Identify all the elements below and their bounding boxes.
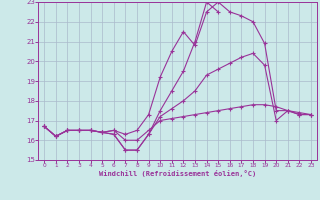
X-axis label: Windchill (Refroidissement éolien,°C): Windchill (Refroidissement éolien,°C) <box>99 170 256 177</box>
